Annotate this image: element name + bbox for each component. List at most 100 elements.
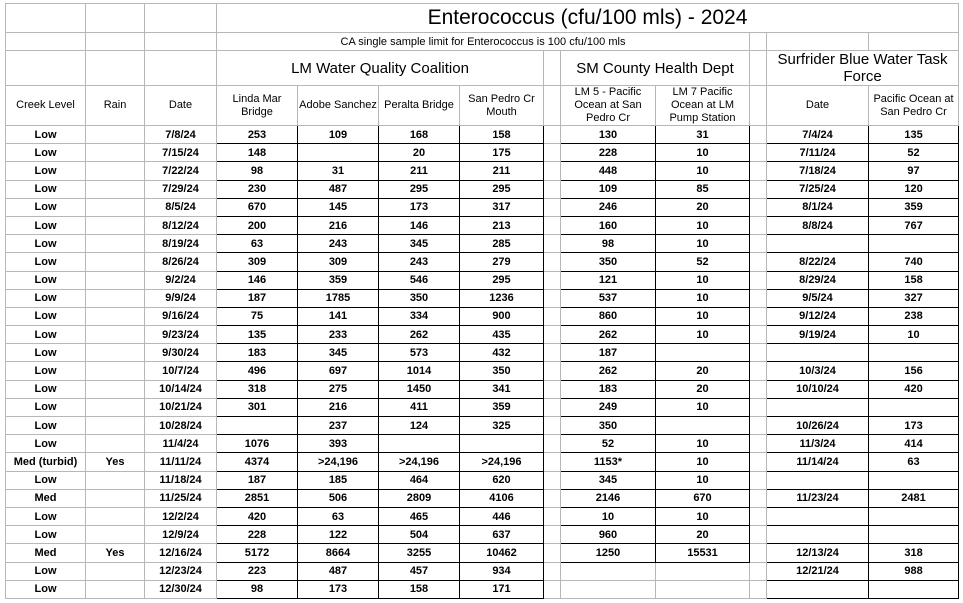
cell-lm5: 246 <box>560 197 656 217</box>
cell-sanpedro: 295 <box>459 270 544 290</box>
header-date: Date <box>144 85 217 126</box>
cell-lm5: 249 <box>560 397 656 418</box>
cell-peralta: 243 <box>378 252 460 272</box>
table-row: Low 9/30/24 183 345 573 432 187 <box>5 343 960 363</box>
cell-surf-date <box>766 397 869 418</box>
cell-date: 9/16/24 <box>144 306 217 327</box>
cell-surf-val: 420 <box>867 379 960 399</box>
table-row: Low 12/2/24 420 63 465 446 10 10 <box>5 506 960 527</box>
table-row: Low 12/9/24 228 122 504 637 960 20 <box>5 525 960 545</box>
cell-lm5: 1153* <box>560 452 656 472</box>
header-surfrider-date: Date <box>766 85 869 126</box>
cell-lm7: 15531 <box>655 543 750 563</box>
cell-adobe: 359 <box>297 270 379 290</box>
cell-adobe: 233 <box>297 325 379 345</box>
cell-date: 8/12/24 <box>144 215 217 236</box>
cell-surf-val: 156 <box>867 361 960 381</box>
cell-peralta: 2809 <box>378 488 460 508</box>
cell-peralta: 124 <box>378 415 460 436</box>
cell-sanpedro: 446 <box>459 506 544 527</box>
cell-rain <box>85 343 145 363</box>
cell-peralta: 158 <box>378 579 460 599</box>
spacer-cell <box>749 343 767 363</box>
spacer-cell <box>749 506 767 527</box>
spacer-cell <box>749 215 767 236</box>
spacer-cell <box>543 343 561 363</box>
sheet-title: Enterococcus (cfu/100 mls) - 2024 <box>215 3 960 33</box>
cell-sanpedro: 295 <box>459 179 544 199</box>
spacer-cell <box>749 434 767 454</box>
cell-date: 9/9/24 <box>144 288 217 308</box>
cell-date: 7/15/24 <box>144 143 217 163</box>
blank-cell <box>766 32 869 51</box>
cell-rain <box>85 506 145 527</box>
cell-lm7 <box>655 561 750 581</box>
cell-date: 10/7/24 <box>144 361 217 381</box>
cell-lm5: 448 <box>560 161 656 181</box>
cell-rain <box>85 143 145 163</box>
cell-surf-date: 10/10/24 <box>766 379 869 399</box>
cell-surf-val: 158 <box>867 270 960 290</box>
cell-surf-val: 97 <box>867 161 960 181</box>
cell-surf-val: 414 <box>867 434 960 454</box>
cell-peralta: 457 <box>378 561 460 581</box>
cell-adobe: 109 <box>297 124 379 145</box>
header-peralta-bridge: Peralta Bridge <box>378 85 460 126</box>
cell-peralta: 146 <box>378 215 460 236</box>
cell-linda: 98 <box>216 161 298 181</box>
cell-linda: 135 <box>216 325 298 345</box>
spacer-cell <box>543 470 561 490</box>
cell-lm5: 130 <box>560 124 656 145</box>
cell-peralta: 211 <box>378 161 460 181</box>
header-san-pedro-mouth: San Pedro Cr Mouth <box>459 85 544 126</box>
cell-sanpedro: 4106 <box>459 488 544 508</box>
cell-linda: 1076 <box>216 434 298 454</box>
spacer-cell <box>543 543 561 563</box>
cell-linda: 253 <box>216 124 298 145</box>
table-row: Low 8/12/24 200 216 146 213 160 10 8/8/24 767 <box>5 215 960 236</box>
table-row: Low 10/28/24 237 124 325 350 10/26/24 173 <box>5 415 960 436</box>
cell-surf-val: 359 <box>867 197 960 217</box>
group-lm-water-quality: LM Water Quality Coalition <box>216 50 544 86</box>
cell-sanpedro: 317 <box>459 197 544 217</box>
blank-cell <box>749 32 767 51</box>
cell-creek: Med (turbid) <box>5 452 86 472</box>
cell-surf-val <box>867 397 960 418</box>
cell-adobe: 31 <box>297 161 379 181</box>
spacer-cell <box>749 415 767 436</box>
cell-creek: Low <box>5 179 86 199</box>
cell-surf-val: 238 <box>867 306 960 327</box>
table-row: Low 9/16/24 75 141 334 900 860 10 9/12/24 238 <box>5 306 960 327</box>
cell-creek: Low <box>5 252 86 272</box>
cell-rain <box>85 288 145 308</box>
spacer-cell <box>749 197 767 217</box>
cell-linda: 148 <box>216 143 298 163</box>
cell-surf-date: 11/3/24 <box>766 434 869 454</box>
blank-cell <box>85 32 145 51</box>
spacer-cell <box>543 197 561 217</box>
cell-rain <box>85 179 145 199</box>
cell-surf-date: 7/25/24 <box>766 179 869 199</box>
spacer-cell <box>749 50 767 86</box>
spacer-cell <box>749 252 767 272</box>
cell-rain <box>85 561 145 581</box>
cell-rain <box>85 397 145 418</box>
spacer-cell <box>543 397 561 418</box>
cell-surf-val <box>867 470 960 490</box>
limit-note: CA single sample limit for Enterococcus … <box>216 32 750 51</box>
cell-sanpedro: 435 <box>459 325 544 345</box>
cell-adobe: 487 <box>297 179 379 199</box>
cell-sanpedro: 279 <box>459 252 544 272</box>
cell-surf-date <box>766 525 869 545</box>
cell-lm7: 10 <box>655 234 750 254</box>
spacer-cell <box>543 252 561 272</box>
cell-date: 12/9/24 <box>144 525 217 545</box>
cell-adobe: 8664 <box>297 543 379 563</box>
cell-creek: Low <box>5 415 86 436</box>
table-row: Low 10/14/24 318 275 1450 341 183 20 10/10/24 420 <box>5 379 960 399</box>
spacer-cell <box>543 379 561 399</box>
spacer-cell <box>749 325 767 345</box>
cell-adobe: 63 <box>297 506 379 527</box>
cell-adobe: 145 <box>297 197 379 217</box>
cell-adobe: 243 <box>297 234 379 254</box>
